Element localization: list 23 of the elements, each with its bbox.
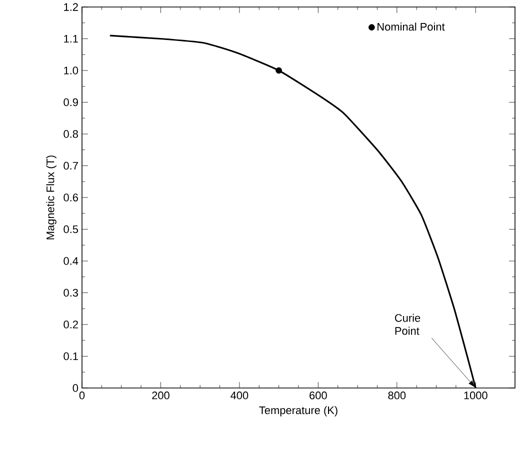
x-tick-label: 1000 [464, 392, 488, 400]
y-axis-title: Magnetic Flux (T) [46, 156, 56, 240]
y-tick-label: 0.2 [64, 320, 78, 328]
y-tick-label: 0.1 [64, 352, 78, 360]
x-tick-label: 600 [310, 392, 327, 400]
x-axis-title: Temperature (K) [259, 406, 338, 416]
y-tick-label: 0.6 [64, 194, 78, 202]
y-tick-label: 0 [72, 384, 78, 392]
y-tick-label: 0.3 [64, 288, 78, 297]
x-tick-label: 200 [152, 392, 170, 400]
legend-label: Nominal Point [378, 22, 445, 31]
y-tick-label: 0.7 [64, 162, 78, 170]
y-tick-label: 0.8 [64, 130, 78, 138]
y-tick-label: 1.2 [64, 3, 78, 11]
y-tick-label: 0.5 [64, 225, 78, 234]
x-tick-label: 800 [388, 392, 406, 400]
x-tick-label: 0 [79, 392, 85, 400]
y-tick-label: 1.1 [64, 34, 78, 43]
y-tick-label: 0.9 [64, 98, 78, 106]
x-tick-label: 400 [230, 392, 248, 400]
y-tick-label: 0.4 [64, 257, 78, 265]
y-tick-label: 1.0 [64, 66, 78, 74]
annotation: Curie Point [395, 314, 420, 335]
